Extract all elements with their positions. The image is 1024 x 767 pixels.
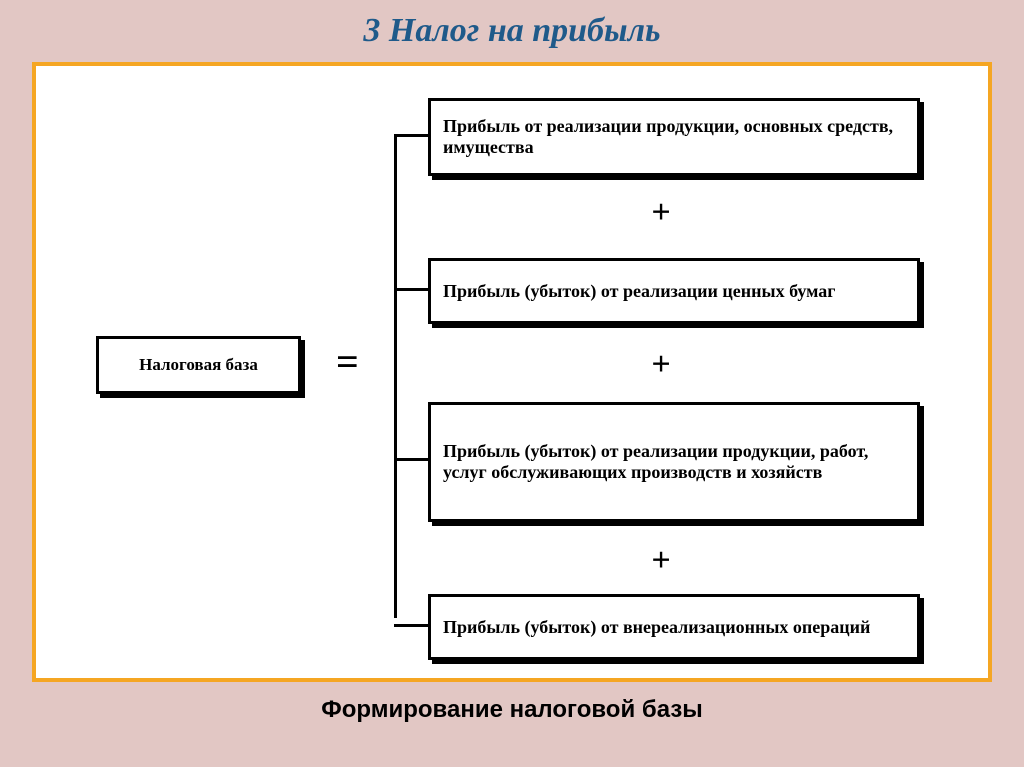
connector-stub	[394, 624, 428, 627]
connector-trunk	[394, 134, 397, 618]
connector-stub	[394, 458, 428, 461]
component-box-label: Прибыль от реализации продукции, основны…	[443, 116, 905, 158]
component-box-label: Прибыль (убыток) от реализации продукции…	[443, 441, 905, 483]
plus-sign-3: +	[646, 542, 676, 580]
component-box-2: Прибыль (убыток) от реализации ценных бу…	[428, 258, 920, 324]
component-box-label: Прибыль (убыток) от реализации ценных бу…	[443, 281, 835, 302]
component-box-4: Прибыль (убыток) от внереализационных оп…	[428, 594, 920, 660]
equals-sign: =	[336, 338, 359, 385]
slide-title: 3 Налог на прибыль	[30, 12, 994, 50]
connector-stub	[394, 134, 428, 137]
component-box-3: Прибыль (убыток) от реализации продукции…	[428, 402, 920, 522]
connector-stub	[394, 288, 428, 291]
slide-root: 3 Налог на прибыль Налоговая база = Приб…	[0, 0, 1024, 767]
diagram-frame: Налоговая база = Прибыль от реализации п…	[32, 62, 992, 682]
plus-sign-1: +	[646, 194, 676, 232]
slide-caption: Формирование налоговой базы	[30, 696, 994, 724]
component-box-label: Прибыль (убыток) от внереализационных оп…	[443, 617, 870, 638]
plus-sign-2: +	[646, 346, 676, 384]
component-box-1: Прибыль от реализации продукции, основны…	[428, 98, 920, 176]
tax-base-box: Налоговая база	[96, 336, 301, 394]
tax-base-label: Налоговая база	[139, 355, 258, 375]
